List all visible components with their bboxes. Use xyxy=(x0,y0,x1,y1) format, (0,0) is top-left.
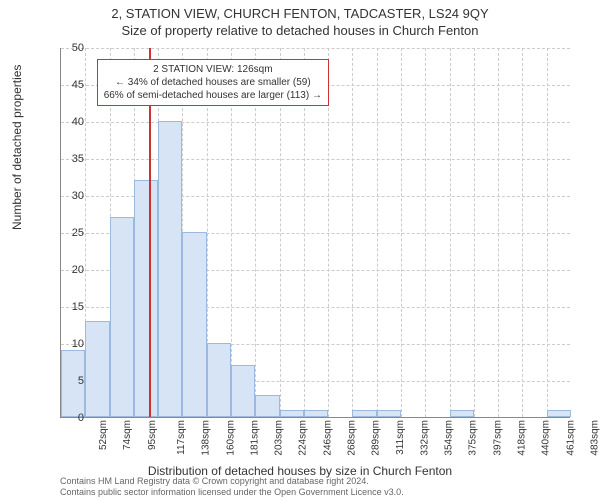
footnote-line-2: Contains public sector information licen… xyxy=(60,487,404,498)
histogram-bar xyxy=(352,410,376,417)
annotation-line: 66% of semi-detached houses are larger (… xyxy=(104,89,322,102)
ytick-label: 40 xyxy=(54,116,84,128)
annotation-line: 2 STATION VIEW: 126sqm xyxy=(104,63,322,76)
footnote: Contains HM Land Registry data © Crown c… xyxy=(60,476,404,498)
gridline-h xyxy=(61,159,570,160)
annotation-box: 2 STATION VIEW: 126sqm← 34% of detached … xyxy=(97,59,329,106)
histogram-bar xyxy=(158,121,182,417)
histogram-bar xyxy=(110,217,134,417)
chart-container: 2 STATION VIEW: 126sqm← 34% of detached … xyxy=(60,48,570,418)
histogram-bar xyxy=(450,410,474,417)
histogram-bar xyxy=(255,395,279,417)
ytick-label: 35 xyxy=(54,153,84,165)
xtick-label: 117sqm xyxy=(176,420,187,455)
xtick-label: 160sqm xyxy=(225,420,236,456)
chart-title-main: 2, STATION VIEW, CHURCH FENTON, TADCASTE… xyxy=(0,0,600,21)
xtick-label: 461sqm xyxy=(565,420,576,456)
ytick-label: 5 xyxy=(54,375,84,387)
chart-title-sub: Size of property relative to detached ho… xyxy=(0,21,600,38)
gridline-v xyxy=(401,48,402,417)
xtick-label: 289sqm xyxy=(371,420,382,456)
gridline-v xyxy=(352,48,353,417)
xtick-label: 418sqm xyxy=(517,420,528,456)
histogram-bar xyxy=(207,343,231,417)
gridline-v xyxy=(498,48,499,417)
ytick-label: 20 xyxy=(54,264,84,276)
histogram-bar xyxy=(280,410,304,417)
footnote-line-1: Contains HM Land Registry data © Crown c… xyxy=(60,476,404,487)
xtick-label: 74sqm xyxy=(122,420,133,450)
xtick-label: 246sqm xyxy=(322,420,333,456)
xtick-label: 181sqm xyxy=(249,420,260,456)
ytick-label: 45 xyxy=(54,79,84,91)
xtick-label: 52sqm xyxy=(98,420,109,450)
xtick-label: 138sqm xyxy=(201,420,212,456)
xtick-label: 332sqm xyxy=(419,420,430,456)
ytick-label: 25 xyxy=(54,227,84,239)
ytick-label: 0 xyxy=(54,412,84,424)
xtick-label: 397sqm xyxy=(492,420,503,456)
xtick-label: 483sqm xyxy=(589,420,600,456)
ytick-label: 10 xyxy=(54,338,84,350)
gridline-h xyxy=(61,122,570,123)
gridline-v xyxy=(425,48,426,417)
xtick-label: 440sqm xyxy=(541,420,552,456)
gridline-h xyxy=(61,48,570,49)
xtick-label: 311sqm xyxy=(394,420,405,455)
gridline-v xyxy=(547,48,548,417)
xtick-label: 95sqm xyxy=(147,420,158,450)
y-axis-label: Number of detached properties xyxy=(10,65,24,230)
ytick-label: 50 xyxy=(54,42,84,54)
xtick-label: 224sqm xyxy=(298,420,309,456)
gridline-v xyxy=(474,48,475,417)
histogram-bar xyxy=(304,410,328,417)
annotation-line: ← 34% of detached houses are smaller (59… xyxy=(104,76,322,89)
gridline-v xyxy=(450,48,451,417)
xtick-label: 268sqm xyxy=(347,420,358,456)
ytick-label: 30 xyxy=(54,190,84,202)
xtick-label: 203sqm xyxy=(274,420,285,456)
xtick-label: 354sqm xyxy=(444,420,455,456)
gridline-v xyxy=(522,48,523,417)
histogram-bar xyxy=(231,365,255,417)
histogram-bar xyxy=(85,321,109,417)
plot-area: 2 STATION VIEW: 126sqm← 34% of detached … xyxy=(60,48,570,418)
histogram-bar xyxy=(134,180,158,417)
histogram-bar xyxy=(547,410,571,417)
histogram-bar xyxy=(182,232,206,417)
ytick-label: 15 xyxy=(54,301,84,313)
xtick-label: 375sqm xyxy=(468,420,479,456)
gridline-v xyxy=(377,48,378,417)
histogram-bar xyxy=(377,410,401,417)
